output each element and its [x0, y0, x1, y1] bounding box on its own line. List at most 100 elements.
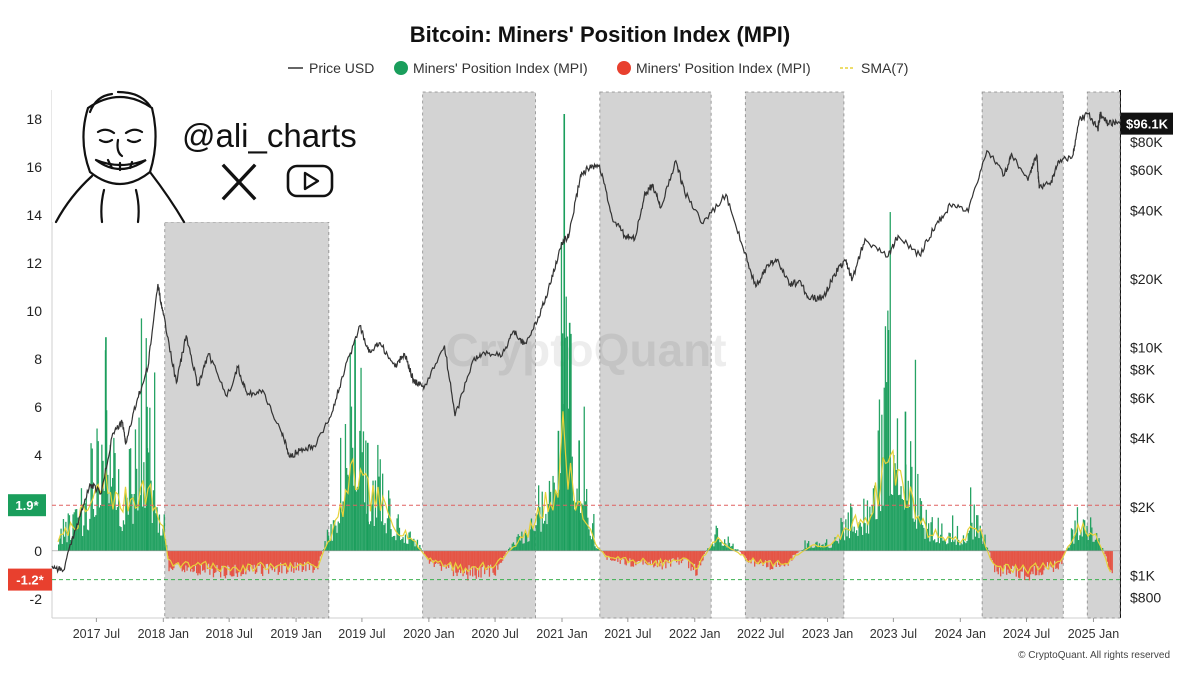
mpi-bar — [361, 452, 363, 551]
mpi-bar — [870, 514, 872, 551]
legend-item-sma[interactable]: SMA(7) — [840, 60, 908, 76]
mpi-bar — [934, 539, 936, 551]
mpi-bar — [713, 546, 715, 551]
mpi-bar — [1012, 550, 1014, 566]
mpi-bar — [230, 550, 233, 577]
mpi-bar — [185, 550, 187, 566]
mpi-bar — [553, 482, 555, 551]
mpi-bar — [382, 473, 384, 551]
mpi-bar — [595, 548, 597, 551]
mpi-bar — [796, 550, 798, 554]
mpi-bar — [1086, 525, 1088, 551]
mpi-bar — [842, 529, 845, 551]
mpi-bar — [1108, 550, 1110, 568]
mpi-bar — [170, 550, 173, 569]
mpi-bar — [980, 532, 983, 551]
mpi-bar — [464, 550, 467, 569]
mpi-bar — [264, 550, 266, 569]
mpi-bar — [334, 520, 336, 551]
mpi-bar — [758, 550, 761, 565]
mpi-bar — [620, 550, 623, 561]
mpi-spike-bar — [146, 406, 148, 551]
mpi-bar — [550, 491, 552, 551]
mpi-bar — [1002, 550, 1004, 574]
mpi-bar — [515, 546, 517, 551]
mpi-bar — [899, 494, 901, 551]
mpi-bar — [1006, 550, 1008, 575]
mpi-bar — [1068, 547, 1070, 551]
mpi-bar — [248, 550, 251, 572]
mpi-bar — [372, 480, 374, 551]
mpi-bar — [638, 550, 641, 562]
mpi-bar — [300, 550, 302, 565]
mpi-bar — [162, 528, 164, 551]
mpi-bar — [613, 550, 615, 561]
mpi-bar — [82, 536, 84, 551]
mpi-bar — [662, 550, 665, 563]
chart-title: Bitcoin: Miners' Position Index (MPI) — [410, 22, 790, 47]
right-tick-label: $2K — [1130, 499, 1156, 515]
mpi-bar — [216, 550, 218, 566]
mpi-bar — [846, 536, 848, 551]
mpi-bar — [328, 535, 330, 551]
mpi-bar — [348, 476, 350, 551]
mpi-bar — [589, 535, 591, 551]
mpi-bar — [380, 521, 383, 551]
mpi-bar — [460, 550, 462, 574]
mpi-bar — [1106, 550, 1109, 562]
mpi-bar — [245, 550, 247, 575]
mpi-bar — [932, 540, 935, 551]
mpi-bar — [576, 488, 578, 551]
mpi-bar — [979, 525, 981, 551]
current-price-tag: $96.1K — [1121, 112, 1173, 135]
mpi-bar — [542, 523, 545, 551]
mpi-bar — [98, 507, 101, 551]
mpi-bar — [78, 521, 80, 551]
mpi-bar — [833, 541, 835, 551]
mpi-bar — [350, 406, 353, 551]
mpi-bar — [839, 538, 841, 551]
mpi-bar — [775, 550, 777, 567]
shaded-period — [744, 91, 845, 619]
mpi-bar — [288, 550, 290, 568]
legend-item-mpi-positive[interactable]: Miners' Position Index (MPI) — [394, 60, 588, 76]
mpi-bar — [134, 429, 137, 551]
mpi-bar — [745, 550, 747, 559]
legend-item-mpi-negative[interactable]: Miners' Position Index (MPI) — [617, 60, 811, 76]
mpi-bar — [829, 547, 831, 551]
mpi-bar — [217, 550, 219, 571]
mpi-bar — [86, 529, 89, 551]
mpi-bar — [269, 550, 271, 566]
legend-item-price[interactable]: Price USD — [288, 60, 374, 76]
mpi-bar — [652, 550, 654, 565]
mpi-bar — [658, 550, 660, 560]
mpi-bar — [649, 550, 651, 565]
mpi-bar — [116, 507, 119, 551]
mpi-bar — [342, 501, 344, 551]
mpi-bar — [827, 546, 829, 551]
mpi-bar — [175, 550, 177, 564]
mpi-bar — [410, 538, 413, 551]
mpi-bar — [475, 550, 477, 579]
mpi-bar — [997, 550, 999, 575]
mpi-bar — [924, 538, 926, 551]
mpi-bar — [754, 550, 756, 567]
mpi-bar — [788, 550, 791, 562]
mpi-bar — [100, 505, 102, 551]
mpi-bar — [965, 543, 967, 551]
mpi-bar — [152, 490, 155, 551]
mpi-bar — [654, 550, 656, 566]
left-tick-label: 14 — [26, 207, 42, 223]
mpi-bar — [468, 550, 470, 566]
mpi-bar — [811, 547, 813, 551]
mpi-bar — [400, 540, 402, 551]
mpi-bar — [1037, 550, 1039, 567]
mpi-bar — [958, 539, 960, 551]
mpi-bar — [650, 550, 653, 561]
mpi-bar — [883, 387, 885, 551]
mpi-bar — [838, 543, 840, 551]
watermark: CryptoQuant — [445, 324, 726, 376]
mpi-bar — [256, 550, 258, 573]
mpi-bar — [1056, 550, 1058, 568]
mpi-bar — [66, 542, 68, 551]
